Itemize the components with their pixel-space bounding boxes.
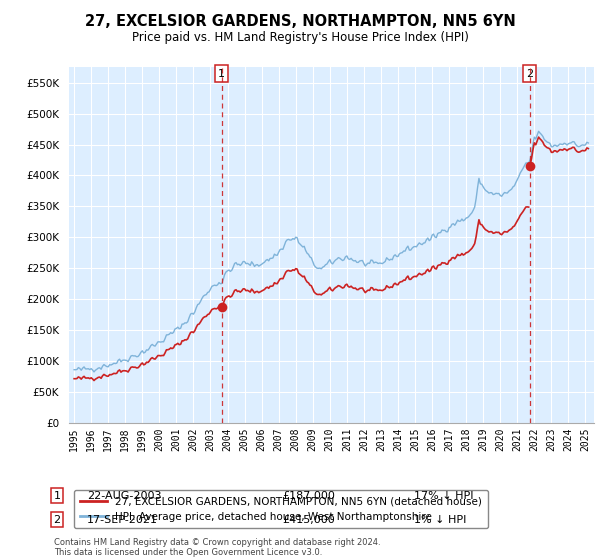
Text: 17% ↓ HPI: 17% ↓ HPI	[414, 491, 473, 501]
Legend: 27, EXCELSIOR GARDENS, NORTHAMPTON, NN5 6YN (detached house), HPI: Average price: 27, EXCELSIOR GARDENS, NORTHAMPTON, NN5 …	[74, 490, 488, 528]
Text: £415,000: £415,000	[282, 515, 335, 525]
Text: Contains HM Land Registry data © Crown copyright and database right 2024.
This d: Contains HM Land Registry data © Crown c…	[54, 538, 380, 557]
Text: Price paid vs. HM Land Registry's House Price Index (HPI): Price paid vs. HM Land Registry's House …	[131, 31, 469, 44]
Text: 1% ↓ HPI: 1% ↓ HPI	[414, 515, 466, 525]
Text: 1: 1	[218, 68, 225, 78]
Text: 2: 2	[526, 68, 533, 78]
Text: 22-AUG-2003: 22-AUG-2003	[87, 491, 161, 501]
Text: 17-SEP-2021: 17-SEP-2021	[87, 515, 158, 525]
Text: £187,000: £187,000	[282, 491, 335, 501]
Text: 2: 2	[53, 515, 61, 525]
Text: 27, EXCELSIOR GARDENS, NORTHAMPTON, NN5 6YN: 27, EXCELSIOR GARDENS, NORTHAMPTON, NN5 …	[85, 14, 515, 29]
Text: 1: 1	[53, 491, 61, 501]
